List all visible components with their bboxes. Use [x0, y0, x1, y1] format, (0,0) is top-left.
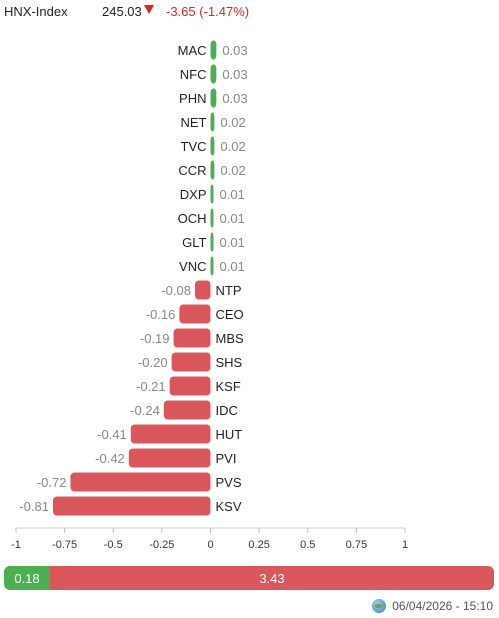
ticker-label: PHN: [179, 91, 206, 106]
bar-pvs: [70, 472, 211, 492]
ticker-label: PVI: [216, 451, 237, 466]
value-label: 0.01: [220, 187, 245, 202]
globe-icon: [372, 599, 387, 613]
summary-down-label: 3.43: [259, 570, 285, 586]
summary-down-segment: 3.43: [50, 566, 494, 590]
ticker-label: DXP: [180, 187, 207, 202]
bar-hut: [130, 424, 211, 444]
bar-och: [210, 208, 214, 228]
ticker-label: OCH: [178, 211, 207, 226]
bar-net: [210, 112, 215, 132]
ticker-label: NET: [181, 115, 207, 130]
bar-glt: [210, 232, 214, 252]
bar-tvc: [210, 136, 215, 156]
ticker-label: TVC: [181, 139, 207, 154]
bar-ceo: [179, 304, 211, 324]
bar-ksf: [169, 376, 211, 396]
value-label: -0.41: [97, 427, 127, 442]
value-label: -0.72: [37, 475, 67, 490]
timestamp: 06/04/2026 - 15:10: [372, 599, 493, 613]
x-tick-label: 0.5: [300, 539, 315, 551]
index-value: 245.03: [102, 4, 142, 19]
ticker-label: KSF: [216, 379, 241, 394]
summary-up-segment: 0.18: [4, 566, 50, 590]
index-name: HNX-Index: [4, 4, 68, 19]
value-label: -0.42: [95, 451, 125, 466]
value-label: -0.20: [138, 355, 168, 370]
ticker-label: NFC: [180, 67, 207, 82]
value-label: -0.24: [130, 403, 160, 418]
contribution-bar-chart: MAC 0.03 NFC 0.03 PHN 0.03 NET 0.02 TVC 0.02 CCR 0.…: [11, 40, 408, 551]
index-change: -3.65 (-1.47%): [166, 4, 250, 19]
ticker-label: CEO: [216, 307, 244, 322]
ticker-label: IDC: [216, 403, 238, 418]
timestamp-text: 06/04/2026 - 15:10: [392, 599, 493, 613]
ticker-label: VNC: [179, 259, 206, 274]
value-label: 0.02: [220, 139, 245, 154]
bar-ksv: [52, 496, 211, 516]
value-label: 0.03: [222, 67, 247, 82]
x-tick-label: 0.25: [248, 539, 269, 551]
ticker-label: SHS: [216, 355, 243, 370]
value-label: 0.01: [220, 259, 245, 274]
ticker-label: CCR: [178, 163, 206, 178]
x-tick-label: 1: [402, 539, 408, 551]
bar-shs: [171, 352, 211, 372]
value-label: -0.81: [19, 499, 49, 514]
x-tick-label: -0.75: [52, 539, 77, 551]
ticker-label: PVS: [216, 475, 242, 490]
ticker-label: GLT: [182, 235, 206, 250]
ticker-label: MAC: [178, 43, 207, 58]
summary-up-label: 0.18: [14, 570, 40, 586]
ticker-label: HUT: [216, 427, 243, 442]
bar-ccr: [210, 160, 215, 180]
bar-idc: [163, 400, 211, 420]
x-tick-label: -1: [11, 539, 21, 551]
value-label: 0.03: [222, 43, 247, 58]
value-label: 0.01: [220, 235, 245, 250]
value-label: -0.16: [146, 307, 176, 322]
value-label: 0.03: [222, 91, 247, 106]
bar-nfc: [210, 64, 217, 84]
value-label: -0.21: [136, 379, 166, 394]
value-label: 0.02: [220, 115, 245, 130]
value-label: -0.19: [140, 331, 170, 346]
ticker-label: KSV: [216, 499, 242, 514]
bar-phn: [210, 88, 217, 108]
up-down-summary-bar: 0.18 3.43: [4, 566, 494, 590]
value-label: 0.02: [220, 163, 245, 178]
value-label: -0.08: [161, 283, 191, 298]
x-tick-label: 0.75: [346, 539, 367, 551]
value-label: 0.01: [220, 211, 245, 226]
bar-pvi: [128, 448, 211, 468]
x-tick-label: -0.25: [149, 539, 174, 551]
bar-dxp: [210, 184, 214, 204]
ticker-label: MBS: [216, 331, 245, 346]
bar-ntp: [194, 280, 211, 300]
triangle-down-icon: [144, 5, 154, 14]
x-tick-label: 0: [207, 539, 213, 551]
x-tick-label: -0.5: [104, 539, 123, 551]
bar-mbs: [173, 328, 211, 348]
ticker-label: NTP: [216, 283, 242, 298]
bar-vnc: [210, 256, 214, 276]
bar-mac: [210, 40, 217, 60]
